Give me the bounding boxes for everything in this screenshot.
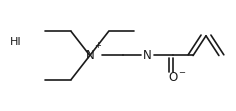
Text: N: N	[143, 49, 152, 62]
Text: −: −	[179, 68, 185, 78]
Text: HI: HI	[10, 37, 22, 47]
Text: +: +	[95, 41, 101, 50]
Text: O: O	[169, 71, 178, 84]
Text: N: N	[85, 49, 94, 62]
